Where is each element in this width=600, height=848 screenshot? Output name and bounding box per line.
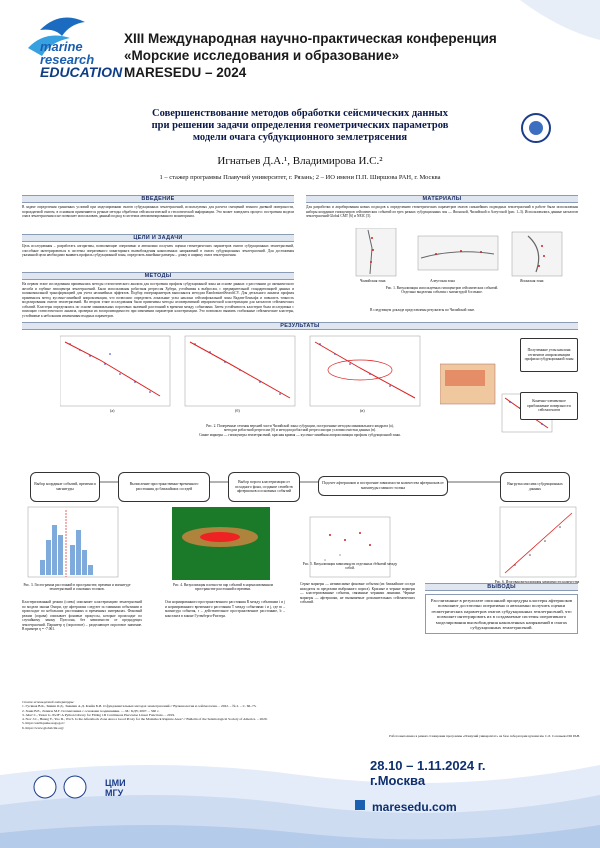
caption-line: Рис. 1. Визуализация используемых гипоце… [385, 286, 499, 290]
reference: 1. Гусяков В.К., Зимин О.Д., Заявлин А.Д… [22, 704, 257, 709]
title-line: модели очага субдукционного землетрясени… [192, 132, 408, 143]
logo-word: EDUCATION [40, 64, 123, 80]
reference: 6. https://www.globalcmt.org/ [22, 725, 64, 730]
institute-logo [521, 113, 551, 143]
caption-line: Синие маркеры — гипоцентры землетрясений… [199, 432, 401, 437]
flow-step: Выгрузка массива субдукционных данных [500, 472, 570, 502]
org-name: МГУ [105, 788, 124, 798]
reference: 3. Jeluč C., Yester G. PwlF: A Python Li… [22, 712, 176, 717]
section-heading: МАТЕРИАЛЫ [306, 195, 578, 203]
map-label: Японская зона [520, 279, 544, 283]
caption-line: Отдельно выделены события с магнитудой 6… [401, 290, 483, 295]
header-art [28, 0, 600, 56]
conference-line: «Морские исследования и образование» [124, 48, 400, 63]
paragraph: В следующем докладе представлены результ… [370, 308, 475, 312]
acknowledgement: Работа выполнена в рамках стажировки про… [389, 734, 580, 738]
affiliations: 1 – стажер программы Плавучий университе… [159, 174, 441, 181]
maps [355, 228, 563, 277]
conference-line: XIII Международная научно-практическая к… [124, 31, 497, 46]
paragraph: Кластеризованный режим (слева) описывает… [22, 600, 142, 631]
dates: 28.10 – 1.11.2024 г. [370, 758, 486, 773]
title-line: при решении задачи определения геометрич… [151, 120, 449, 131]
caption: Рис. 3. Гистограмма расстояний в простра… [23, 583, 131, 592]
flow-step: Выбор порога кластеризации от исходного … [228, 472, 300, 502]
caption-line: Рис. 2. Поперечные сечения верхней части… [206, 424, 394, 428]
caption-line: методом робастной регрессии (б) и методо… [223, 428, 377, 433]
paragraph: В задаче определения граничных условий п… [22, 205, 294, 218]
conference-line: MARESEDU – 2024 [124, 65, 247, 80]
org-name: ЦМИ [105, 778, 126, 788]
flow-step: Выбор координат событий, времени и магни… [30, 472, 100, 502]
panel-label: (а) [110, 408, 115, 413]
panel-label: (в) [360, 408, 365, 413]
result-plots [27, 506, 577, 580]
section-heading: ВЫВОДЫ [425, 583, 578, 591]
panel-label: (б) [235, 408, 240, 413]
paragraph: Серые маркеры — независимые фоновые собы… [300, 582, 415, 604]
map-label: Чилийская зона [360, 279, 386, 283]
caption: Рис. 4. Визуализация плотности пар событ… [172, 583, 273, 592]
section-heading: РЕЗУЛЬТАТЫ [22, 322, 578, 330]
section-heading: ЦЕЛИ И ЗАДАЧИ [22, 234, 294, 242]
references-heading: Список используемой литературы: [22, 700, 75, 704]
title-line: Совершенствование методов обработки сейс… [152, 108, 448, 119]
reference: 4. Nov J.C., Huang Y., Yao D., Wu S. Is … [22, 717, 268, 722]
section-heading: ВВЕДЕНИЕ [22, 195, 294, 203]
flow-step: Подсчет афтершоков и построение зависимо… [318, 476, 448, 496]
paragraph: На первом этапе исследования применялись… [22, 282, 294, 318]
logo-word: research [40, 52, 95, 67]
section-heading: МЕТОДЫ [22, 272, 294, 280]
paragraph: Оси нормированного пространственного рас… [165, 600, 285, 618]
footer-waves [0, 765, 600, 848]
caption: Рис. 5. Визуализация зависимости отдельн… [302, 562, 398, 571]
callout: Конечно-элементное приближение поверхнос… [520, 392, 578, 420]
website: maresedu.com [372, 800, 457, 814]
callout: Полученные углы наклона сегментов аппрок… [520, 338, 578, 372]
conclusions: Рассчитанные в результате описанной проц… [425, 594, 578, 635]
flow-arrows [100, 481, 500, 483]
reference: 5. https://earthquake.usgs.gov/ [22, 721, 65, 726]
logo-word: marine [40, 39, 83, 54]
paragraph: Для разработки и апробирования новых под… [306, 205, 578, 218]
paragraph: Цель исследования – разработать алгоритм… [22, 244, 294, 257]
flow-step: Вычисление пространственно-временного ра… [118, 472, 210, 502]
city: г.Москва [370, 773, 426, 788]
profile-figures [60, 335, 421, 407]
authors: Игнатьев Д.А.¹, Владимирова И.С.² [217, 155, 383, 167]
reference: 2. Хаин В.Е., Ломизе М.Г. Геотектоника с… [22, 708, 160, 713]
map-label: Алеутская зона [430, 279, 455, 283]
